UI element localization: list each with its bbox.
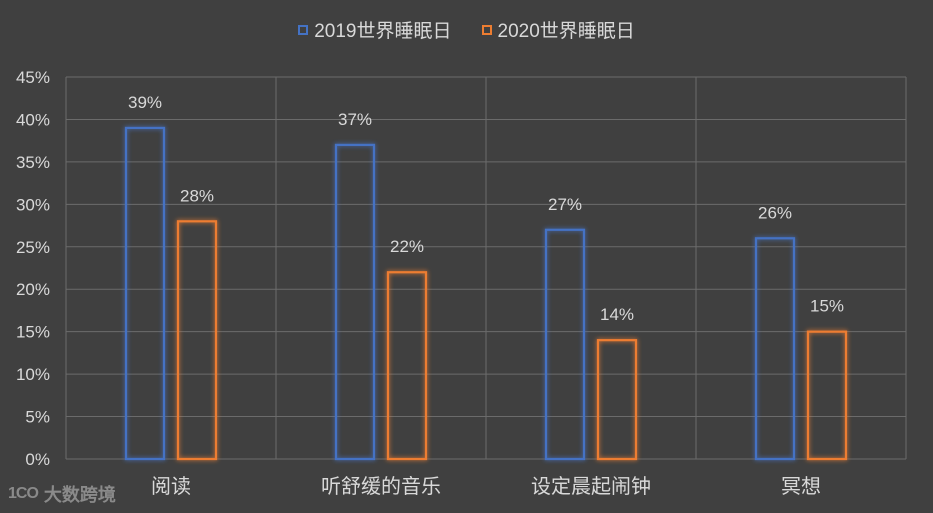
y-tick-label: 5% <box>25 408 50 427</box>
y-tick-label: 15% <box>16 323 50 342</box>
x-category-label: 阅读 <box>151 474 191 498</box>
data-label: 15% <box>810 297 844 316</box>
y-tick-label: 25% <box>16 238 50 257</box>
legend-swatch-2020 <box>481 24 492 35</box>
watermark: 1CO 大数跨境 <box>8 481 116 507</box>
data-label: 26% <box>758 203 792 222</box>
y-tick-label: 20% <box>16 280 50 299</box>
data-label: 22% <box>390 237 424 256</box>
watermark-text: 大数跨境 <box>43 485 116 505</box>
bar-2019 <box>334 143 376 461</box>
bar-2020 <box>596 339 638 461</box>
y-tick-label: 10% <box>16 365 50 384</box>
y-tick-label: 40% <box>16 110 50 129</box>
watermark-logo: 1CO <box>8 485 39 502</box>
data-label: 37% <box>338 110 372 129</box>
data-label: 14% <box>600 305 634 324</box>
x-category-label: 设定晨起闹钟 <box>531 474 651 498</box>
data-label: 27% <box>548 195 582 214</box>
legend-label-2019: 2019世界睡眠日 <box>314 21 452 42</box>
bar-2020 <box>386 271 428 461</box>
legend-item-2019: 2019世界睡眠日 <box>298 16 452 43</box>
bar-2019 <box>754 237 796 461</box>
x-category-label: 听舒缓的音乐 <box>321 474 441 498</box>
bar-2019 <box>124 126 166 461</box>
data-label: 39% <box>128 93 162 112</box>
bar-2020 <box>806 330 848 461</box>
legend-item-2020: 2020世界睡眠日 <box>481 16 635 43</box>
bar-2020 <box>176 220 218 461</box>
data-label: 28% <box>180 186 214 205</box>
y-tick-label: 0% <box>25 450 50 469</box>
legend-label-2020: 2020世界睡眠日 <box>497 21 635 42</box>
bar-2019 <box>544 228 586 461</box>
chart-legend: 2019世界睡眠日 2020世界睡眠日 <box>0 16 933 43</box>
y-tick-label: 45% <box>16 68 50 87</box>
x-category-label: 冥想 <box>781 474 821 498</box>
legend-swatch-2019 <box>298 24 309 35</box>
y-tick-label: 35% <box>16 153 50 172</box>
y-tick-label: 30% <box>16 195 50 214</box>
